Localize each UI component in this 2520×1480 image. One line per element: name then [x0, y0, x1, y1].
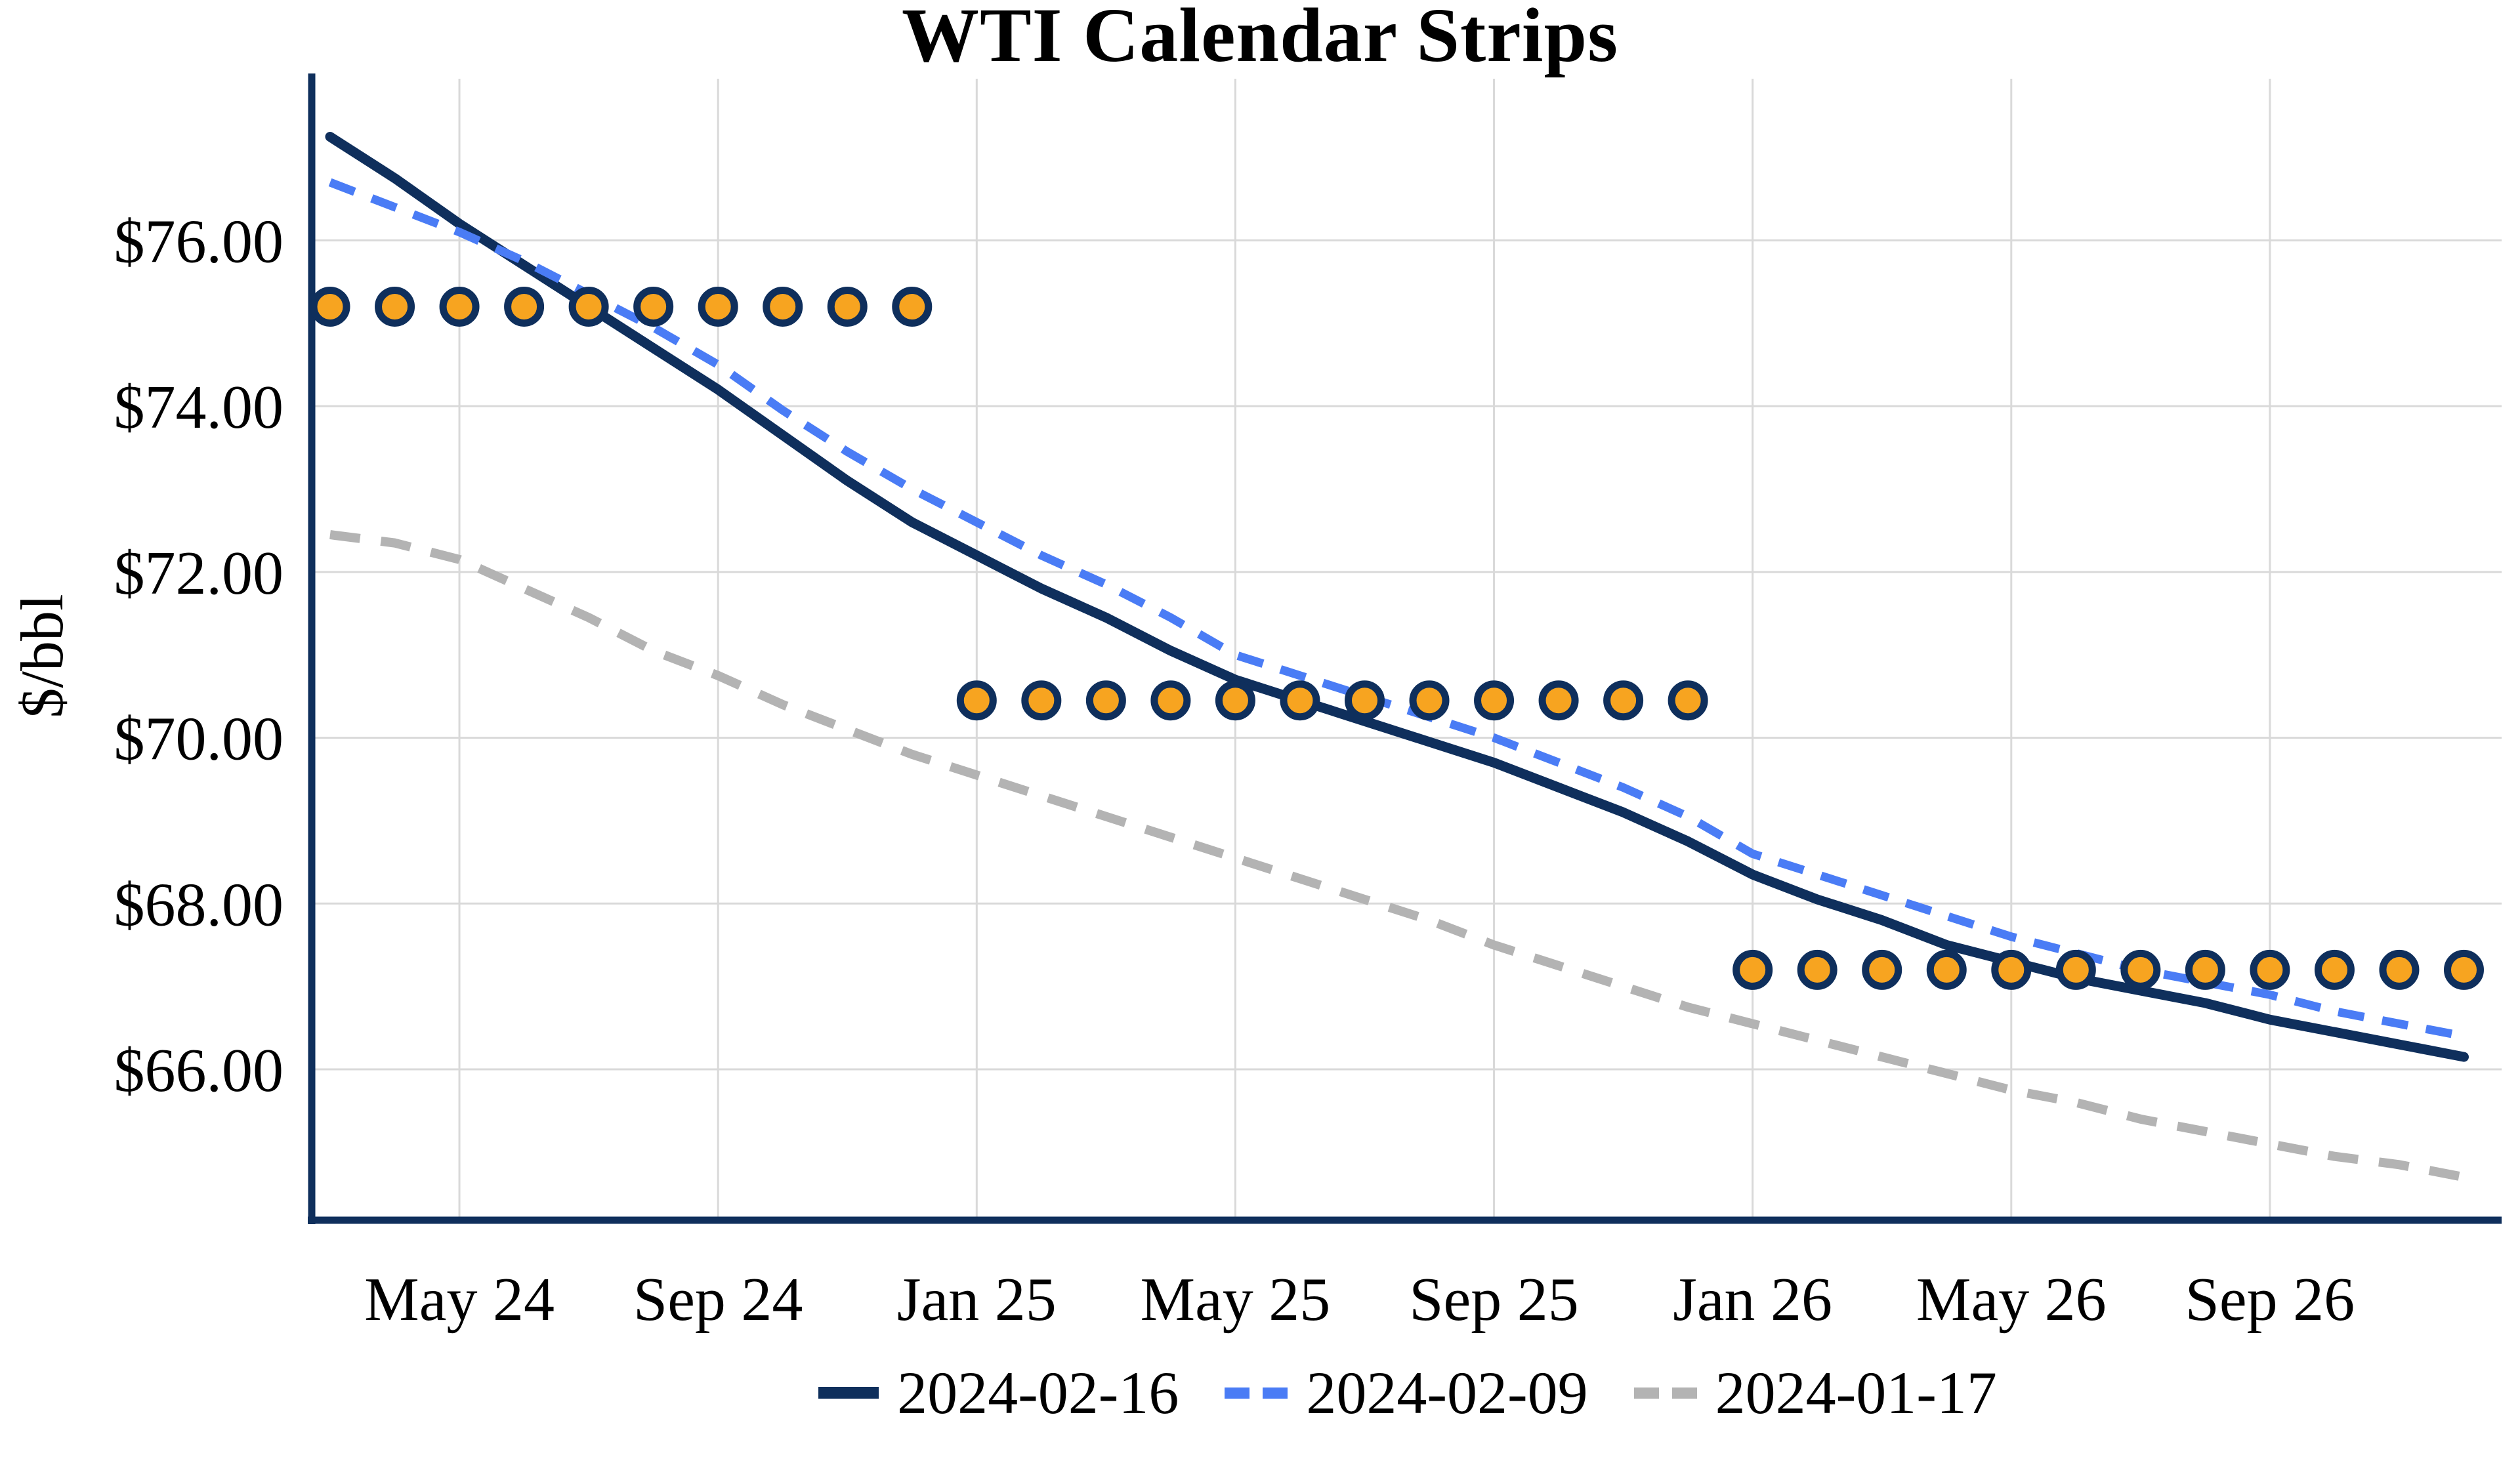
- strip-marker: [1538, 680, 1579, 721]
- legend-blue-dashed-swatch: [1225, 1387, 1288, 1399]
- strip-marker: [2443, 949, 2484, 990]
- strip-marker: [956, 680, 997, 721]
- strip-marker: [1409, 680, 1450, 721]
- x-tick-label: Sep 24: [633, 1265, 803, 1334]
- x-tick-label: Sep 26: [2185, 1265, 2355, 1334]
- dash-segment: [1671, 1387, 1697, 1399]
- strip-marker: [1926, 949, 1967, 990]
- chart-title: WTI Calendar Strips: [901, 0, 1619, 78]
- legend-label-2024-01-17: 2024-01-17: [1715, 1359, 1997, 1426]
- dash-segment: [1633, 1387, 1659, 1399]
- strip-marker: [633, 286, 674, 327]
- strip-marker: [1991, 949, 2032, 990]
- x-tick-labels: May 24 Sep 24 Jan 25 May 25 Sep 25 Jan 26 May …: [364, 1265, 2355, 1334]
- strip-marker: [504, 286, 545, 327]
- strip-marker: [2185, 949, 2225, 990]
- y-axis-title: $/bbl: [9, 594, 75, 718]
- x-tick-label: Jan 26: [1673, 1265, 1832, 1334]
- strip-marker: [568, 286, 609, 327]
- y-tick-label: $74.00: [114, 373, 284, 442]
- strip-marker: [375, 286, 415, 327]
- series-line-2024-01-17: [329, 530, 2465, 1182]
- strip-marker: [2055, 949, 2096, 990]
- x-tick-label: Jan 25: [897, 1265, 1057, 1334]
- dash-segment: [1263, 1387, 1288, 1399]
- gridlines: [312, 79, 2502, 1220]
- strip-marker: [1021, 680, 1062, 721]
- strip-marker: [827, 286, 868, 327]
- legend: 2024-02-16 2024-02-09 2024-01-17: [312, 1350, 2504, 1435]
- x-tick-label: May 25: [1141, 1265, 1331, 1334]
- strip-marker: [1280, 680, 1320, 721]
- y-tick-label: $68.00: [114, 871, 284, 939]
- legend-item-2024-01-17: 2024-01-17: [1633, 1358, 1997, 1428]
- x-tick-label: May 26: [1916, 1265, 2107, 1334]
- strip-marker: [1085, 680, 1126, 721]
- strip-marker: [1603, 680, 1644, 721]
- strip-marker: [1862, 949, 1902, 990]
- x-tick-label: May 24: [364, 1265, 555, 1334]
- legend-gray-dashed-swatch: [1633, 1387, 1697, 1399]
- strip-marker: [763, 286, 803, 327]
- axes: [308, 73, 2502, 1224]
- strip-marker: [892, 286, 933, 327]
- strip-marker: [1215, 680, 1255, 721]
- y-tick-label: $66.00: [114, 1037, 284, 1105]
- calendar-strip-markers: [310, 286, 2484, 990]
- strip-marker: [2120, 949, 2161, 990]
- y-tick-label: $72.00: [114, 539, 284, 607]
- strip-marker: [698, 286, 738, 327]
- strip-marker: [1344, 680, 1385, 721]
- legend-solid-line-swatch: [818, 1387, 879, 1399]
- y-tick-labels: $66.00 $68.00 $70.00 $72.00 $74.00 $76.00: [114, 207, 284, 1105]
- strip-marker: [1150, 680, 1191, 721]
- y-tick-label: $76.00: [114, 207, 284, 276]
- strip-marker: [1797, 949, 1838, 990]
- strip-marker: [439, 286, 480, 327]
- strip-marker: [310, 286, 350, 327]
- dash-segment: [1225, 1387, 1250, 1399]
- strip-marker: [2379, 949, 2420, 990]
- legend-item-2024-02-09: 2024-02-09: [1225, 1358, 1588, 1428]
- series-line-2024-02-16: [325, 131, 2469, 1062]
- legend-label-2024-02-16: 2024-02-16: [897, 1359, 1179, 1426]
- legend-item-2024-02-16: 2024-02-16: [818, 1358, 1179, 1428]
- strip-marker: [2314, 949, 2355, 990]
- legend-label-2024-02-09: 2024-02-09: [1306, 1359, 1588, 1426]
- strip-marker: [1668, 680, 1708, 721]
- y-tick-label: $70.00: [114, 705, 284, 773]
- strip-marker: [1732, 949, 1773, 990]
- strip-marker: [1474, 680, 1515, 721]
- x-tick-label: Sep 25: [1409, 1265, 1579, 1334]
- strip-marker: [2250, 949, 2290, 990]
